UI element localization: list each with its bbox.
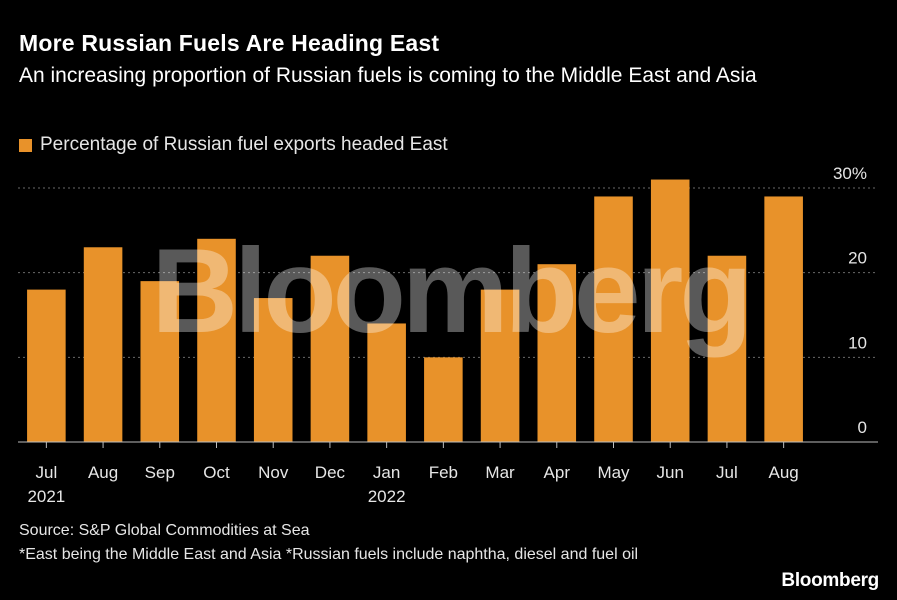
watermark-layer: Bloomberg — [151, 224, 752, 358]
bar — [764, 196, 803, 442]
bar-chart: Bloomberg 0 10 20 30% Jul 2021 Aug Sep Oct Nov Dec… — [18, 164, 878, 506]
bar — [650, 179, 690, 443]
y-tick-label: 0 — [858, 418, 867, 437]
x-tick-label: Sep — [145, 463, 175, 482]
bar — [197, 238, 236, 442]
x-year-label: 2022 — [368, 487, 406, 506]
y-tick-label: 10 — [848, 333, 867, 352]
chart-title: More Russian Fuels Are Heading East — [19, 30, 440, 56]
axis-layer: 0 10 20 30% Jul 2021 Aug Sep Oct Nov Dec Jan 2022 Feb… — [18, 164, 878, 506]
watermark-logo: Bloomberg — [151, 224, 748, 358]
y-tick-label: 30% — [833, 164, 867, 183]
legend-label: Percentage of Russian fuel exports heade… — [40, 134, 448, 155]
bar — [310, 255, 350, 442]
x-tick-label: Feb — [429, 463, 458, 482]
bar — [594, 196, 633, 442]
bar — [480, 289, 520, 442]
x-tick-label: Aug — [88, 463, 118, 482]
bar — [140, 281, 180, 442]
x-tick-label: Jul — [35, 463, 57, 482]
bar — [253, 298, 293, 442]
footer-notes: *East being the Middle East and Asia *Ru… — [19, 546, 639, 563]
bar — [537, 264, 577, 442]
x-year-label: 2021 — [27, 487, 65, 506]
bloomberg-logo: Bloomberg — [781, 570, 879, 591]
x-tick-label: Dec — [315, 463, 346, 482]
x-tick-label: Mar — [485, 463, 515, 482]
chart-subtitle: An increasing proportion of Russian fuel… — [19, 64, 757, 87]
footer-source: Source: S&P Global Commodities at Sea — [19, 522, 310, 539]
x-tick-label: Jul — [716, 463, 738, 482]
x-tick-label: Jan — [373, 463, 400, 482]
bar — [367, 323, 406, 442]
x-tick-label: May — [597, 463, 630, 482]
x-tick-label: Apr — [544, 463, 571, 482]
legend-swatch — [19, 138, 32, 152]
bar — [83, 247, 123, 442]
bars-layer — [27, 179, 803, 443]
x-tick-label: Aug — [769, 463, 799, 482]
x-tick-label: Jun — [657, 463, 684, 482]
y-tick-label: 20 — [848, 249, 867, 268]
x-tick-label: Nov — [258, 463, 289, 482]
legend: Percentage of Russian fuel exports heade… — [19, 134, 448, 156]
bar — [27, 289, 66, 442]
x-tick-label: Oct — [203, 463, 230, 482]
bar — [707, 255, 747, 442]
bar — [424, 357, 463, 442]
